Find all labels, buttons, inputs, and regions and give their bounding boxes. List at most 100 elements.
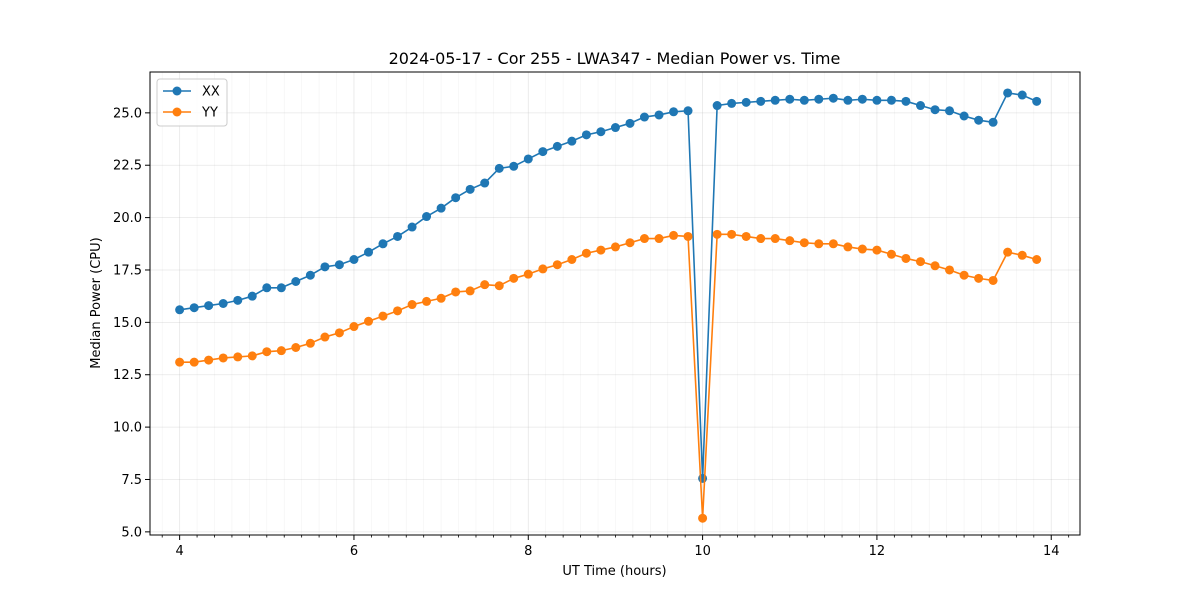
data-point [698, 473, 708, 483]
data-point [204, 355, 214, 365]
data-point [727, 229, 737, 239]
data-point [422, 296, 432, 306]
data-point [175, 357, 185, 367]
series-layer [175, 88, 1042, 523]
data-point [974, 115, 984, 125]
data-point [770, 95, 780, 105]
data-point [770, 234, 780, 244]
data-point [465, 184, 475, 194]
data-point [364, 316, 374, 326]
y-axis: 5.0 7.5 10.0 12.5 15.0 17.5 20.0 22.5 25.0 [113, 106, 150, 540]
data-point [886, 95, 896, 105]
data-point [669, 230, 679, 240]
data-point [349, 255, 359, 264]
data-point [712, 101, 722, 111]
data-point [1032, 255, 1042, 264]
data-point [364, 247, 374, 257]
data-point [886, 249, 896, 259]
x-axis: 4 6 8 10 12 14 [161, 535, 1070, 559]
y-tick-label: 12.5 [113, 368, 142, 383]
data-point [945, 265, 955, 275]
data-point [407, 300, 417, 310]
data-point [233, 352, 243, 362]
data-point [799, 95, 809, 105]
data-point [639, 234, 649, 244]
data-point [494, 163, 504, 173]
y-axis-title: Median Power (CPU) [89, 237, 104, 368]
data-point [393, 231, 403, 241]
data-point [639, 112, 649, 122]
x-tick-label: 10 [694, 544, 711, 559]
data-point [451, 287, 461, 297]
data-point [843, 95, 853, 105]
legend-label: YY [201, 106, 218, 121]
data-point [175, 305, 185, 315]
data-point [204, 301, 214, 311]
series-xx [175, 88, 1042, 483]
x-tick-label: 14 [1043, 544, 1060, 559]
data-point [262, 347, 272, 357]
series-yy [175, 229, 1042, 523]
data-point [828, 239, 838, 249]
data-point [451, 193, 461, 203]
data-point [785, 236, 795, 246]
data-point [959, 270, 969, 280]
data-point [988, 117, 998, 127]
data-point [610, 242, 620, 252]
data-point [596, 127, 606, 137]
legend-marker [172, 86, 182, 96]
data-point [930, 261, 940, 271]
data-point [625, 238, 635, 248]
data-point [378, 311, 388, 321]
data-point [872, 95, 882, 105]
data-point [552, 141, 562, 151]
data-point [276, 346, 286, 356]
data-point [901, 96, 911, 106]
data-point [901, 253, 911, 263]
data-point [1032, 96, 1042, 106]
data-point [916, 101, 925, 111]
data-point [305, 338, 315, 348]
data-point [741, 231, 751, 241]
y-tick-label: 7.5 [121, 473, 142, 488]
data-point [480, 178, 490, 188]
legend-entry-yy: YY [163, 106, 218, 121]
data-point [305, 270, 315, 280]
data-point [247, 351, 257, 361]
data-point [1003, 88, 1013, 98]
data-point [799, 238, 809, 248]
data-point [465, 286, 475, 296]
data-point [654, 110, 664, 120]
x-tick-label: 6 [350, 544, 358, 559]
y-tick-label: 17.5 [113, 263, 142, 278]
data-point [247, 291, 257, 301]
legend-marker [172, 107, 182, 117]
grid [150, 72, 1080, 535]
x-tick-label: 4 [175, 544, 183, 559]
data-point [756, 96, 766, 106]
data-point [320, 332, 330, 342]
data-point [291, 343, 301, 352]
data-point [523, 154, 533, 164]
data-point [581, 248, 591, 258]
data-point [436, 293, 446, 303]
data-point [581, 130, 591, 140]
y-tick-label: 20.0 [113, 211, 142, 226]
data-point [1003, 247, 1013, 257]
y-tick-label: 5.0 [121, 525, 142, 540]
data-point [945, 106, 955, 116]
data-point [567, 255, 577, 264]
data-point [291, 277, 301, 286]
data-point [959, 111, 969, 121]
data-point [436, 203, 446, 213]
y-tick-label: 25.0 [113, 106, 142, 121]
data-point [669, 107, 679, 117]
data-point [872, 245, 882, 255]
plot-background [150, 72, 1080, 535]
data-point [683, 106, 693, 116]
data-point [349, 322, 359, 332]
data-point [785, 94, 795, 104]
data-point [320, 262, 330, 272]
data-point [189, 303, 199, 313]
data-point [712, 229, 722, 239]
